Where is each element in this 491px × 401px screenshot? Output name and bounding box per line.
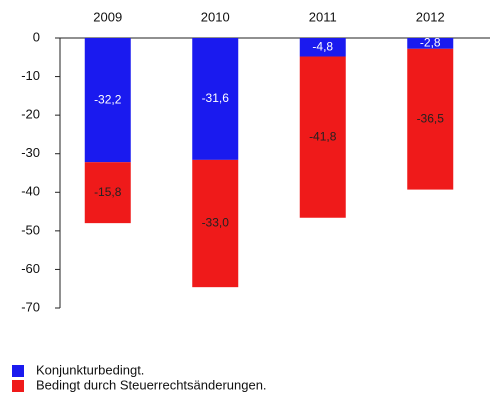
bar-segment xyxy=(407,48,454,190)
bar-segment xyxy=(407,38,454,49)
x-tick-label: 2009 xyxy=(93,9,122,24)
bar-segment xyxy=(299,38,346,57)
data-label: -2,8 xyxy=(420,36,441,50)
data-label: -41,8 xyxy=(309,129,337,143)
bar-segment xyxy=(84,162,131,224)
y-tick-label: -40 xyxy=(21,184,40,199)
y-tick-label: -20 xyxy=(21,107,40,122)
legend-swatch xyxy=(12,380,24,392)
y-tick-label: -50 xyxy=(21,222,40,237)
y-tick-label: -60 xyxy=(21,261,40,276)
x-tick-label: 2010 xyxy=(201,9,230,24)
legend-label: Konjunkturbedingt. xyxy=(36,362,144,377)
y-tick-label: -10 xyxy=(21,68,40,83)
y-tick-label: -30 xyxy=(21,145,40,160)
data-label: -32,2 xyxy=(94,92,122,106)
data-label: -15,8 xyxy=(94,185,122,199)
bar-segment xyxy=(299,56,346,218)
y-tick-label: 0 xyxy=(33,29,40,44)
bar-segment xyxy=(192,159,239,288)
bar-segment xyxy=(192,38,239,160)
bar-segment xyxy=(84,38,131,163)
data-label: -4,8 xyxy=(312,39,333,53)
data-label: -36,5 xyxy=(417,111,445,125)
x-tick-label: 2012 xyxy=(416,9,445,24)
data-label: -33,0 xyxy=(202,216,230,230)
legend-swatch xyxy=(12,365,24,377)
x-tick-label: 2011 xyxy=(309,9,337,24)
data-label: -31,6 xyxy=(202,91,230,105)
legend-label: Bedingt durch Steuerrechtsänderungen. xyxy=(36,377,267,392)
y-tick-label: -70 xyxy=(21,299,40,314)
